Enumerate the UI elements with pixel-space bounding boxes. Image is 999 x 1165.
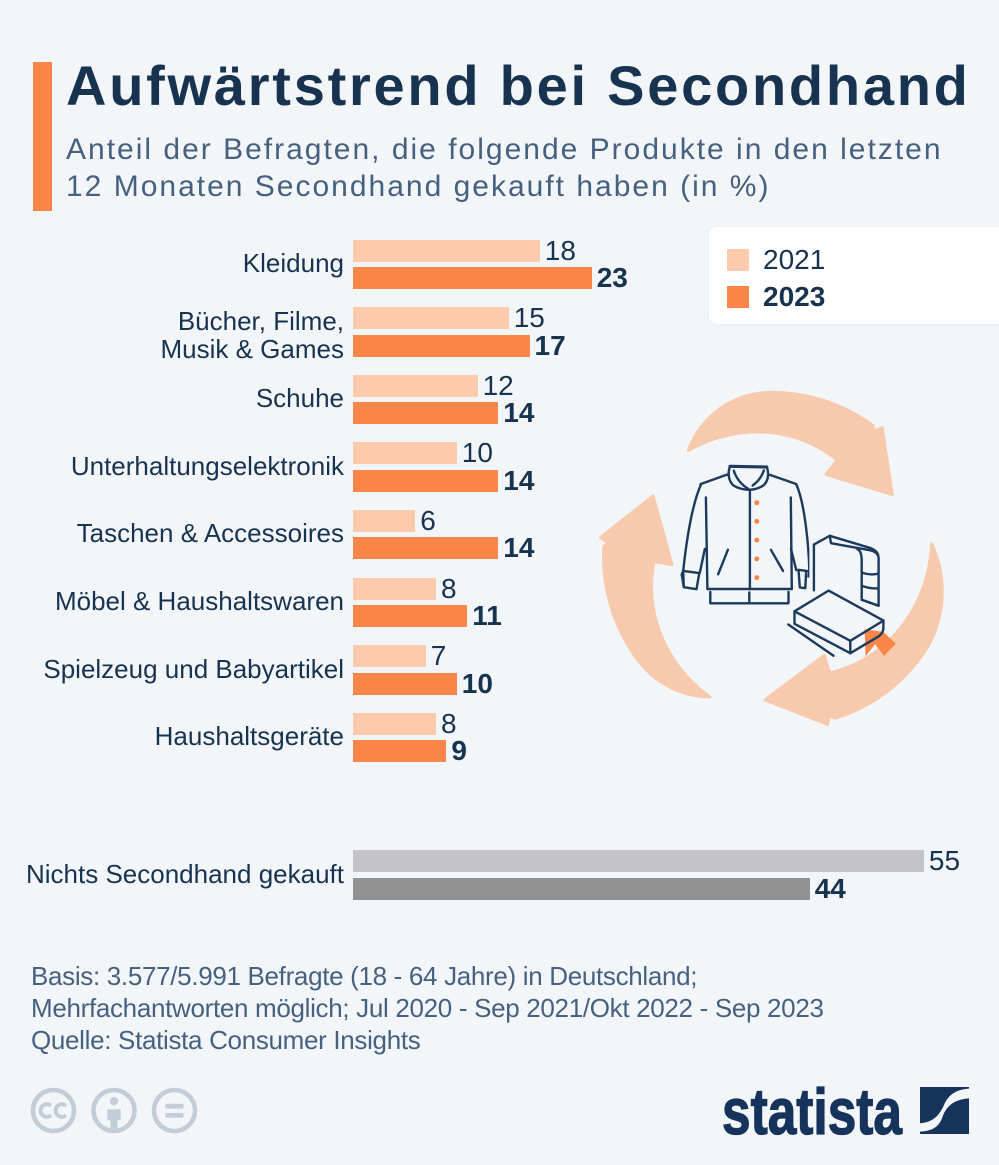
svg-text:statista: statista <box>722 1080 903 1140</box>
